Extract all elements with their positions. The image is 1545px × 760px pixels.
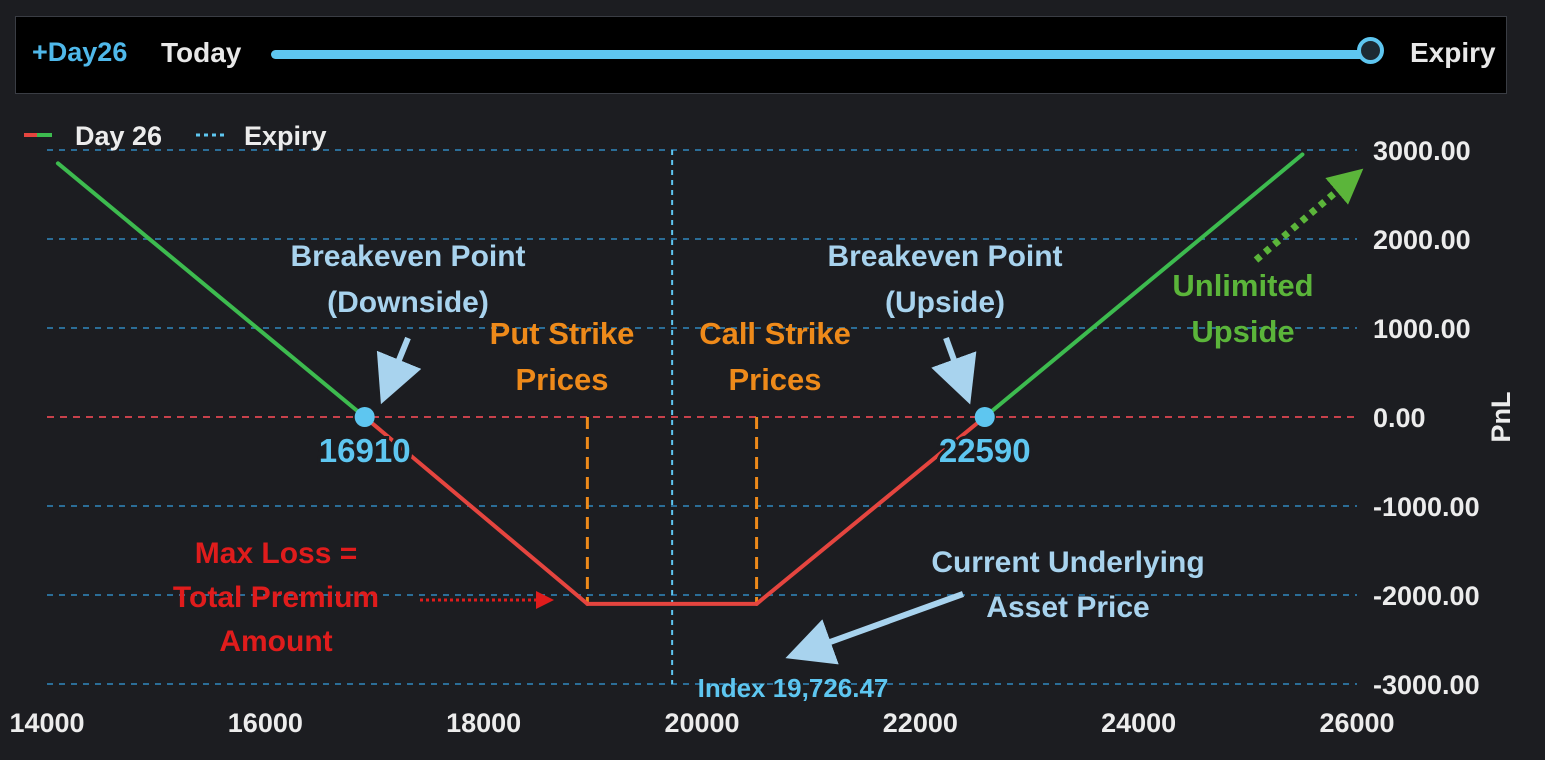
annotations: 16910 22590 Index 19,726.47 Breakeven Point… <box>173 168 1364 703</box>
time-slider-track[interactable] <box>271 50 1373 59</box>
breakeven-upside-note: Breakeven Point <box>827 240 1062 273</box>
x-tick-label: 16000 <box>228 708 303 738</box>
breakeven-upside-arrow <box>931 336 977 405</box>
unlimited-upside-arrow <box>1253 168 1364 263</box>
x-tick-label: 26000 <box>1319 708 1394 738</box>
breakeven-value-label: 22590 <box>939 432 1031 469</box>
y-tick-label: -1000.00 <box>1373 492 1480 522</box>
expiry-label[interactable]: Expiry <box>1410 37 1496 68</box>
unlimited-upside-note: Upside <box>1191 314 1294 349</box>
legend-expiry-label: Expiry <box>244 121 327 151</box>
series <box>55 152 1305 606</box>
put-strike-note: Prices <box>515 362 608 397</box>
y-tick-label: -2000.00 <box>1373 581 1480 611</box>
call-strike-note: Call Strike <box>699 316 851 351</box>
breakeven-point <box>974 407 995 427</box>
breakeven-point <box>354 407 375 427</box>
call-strike-note: Prices <box>728 362 821 397</box>
y-tick-label: -3000.00 <box>1373 670 1480 700</box>
breakeven-downside-arrow <box>376 336 422 405</box>
time-slider-handle[interactable] <box>1357 37 1384 64</box>
current-price-arrow <box>785 591 965 665</box>
current-price-note: Asset Price <box>986 591 1149 624</box>
payoff-segment <box>55 161 367 419</box>
payoff-segment <box>362 415 590 606</box>
max-loss-note: Amount <box>219 625 332 658</box>
breakeven-value-label: 16910 <box>319 432 411 469</box>
y-tick-label: 1000.00 <box>1373 314 1471 344</box>
y-tick-label: 0.00 <box>1373 403 1426 433</box>
axis-ticks: 3000.00 2000.00 1000.00 0.00 -1000.00 -2000.0… <box>9 136 1516 738</box>
index-label: Index 19,726.47 <box>698 673 889 703</box>
legend: Day 26 Expiry <box>24 121 327 151</box>
x-tick-label: 14000 <box>9 708 84 738</box>
y-tick-label: 2000.00 <box>1373 225 1471 255</box>
payoff-segment <box>982 152 1305 419</box>
current-price-note: Current Underlying <box>931 546 1204 579</box>
breakeven-upside-note: (Upside) <box>885 286 1005 319</box>
breakeven-downside-note: (Downside) <box>327 286 489 319</box>
x-tick-label: 18000 <box>446 708 521 738</box>
time-slider-bar: +Day26 Today Expiry <box>15 16 1507 94</box>
x-tick-label: 20000 <box>664 708 739 738</box>
legend-day26-label: Day 26 <box>75 121 162 151</box>
y-tick-label: 3000.00 <box>1373 136 1471 166</box>
today-label[interactable]: Today <box>161 37 242 68</box>
breakeven-downside-note: Breakeven Point <box>290 240 525 273</box>
x-tick-label: 24000 <box>1101 708 1176 738</box>
grid <box>47 149 1357 685</box>
payoff-segment <box>754 415 987 606</box>
put-strike-note: Put Strike <box>490 316 635 351</box>
max-loss-note: Max Loss = <box>195 537 358 570</box>
day-offset-label: +Day26 <box>32 37 128 67</box>
y-axis-label: PnL <box>1486 392 1516 443</box>
max-loss-note: Total Premium <box>173 581 379 614</box>
x-tick-label: 22000 <box>883 708 958 738</box>
unlimited-upside-note: Unlimited <box>1172 268 1313 303</box>
